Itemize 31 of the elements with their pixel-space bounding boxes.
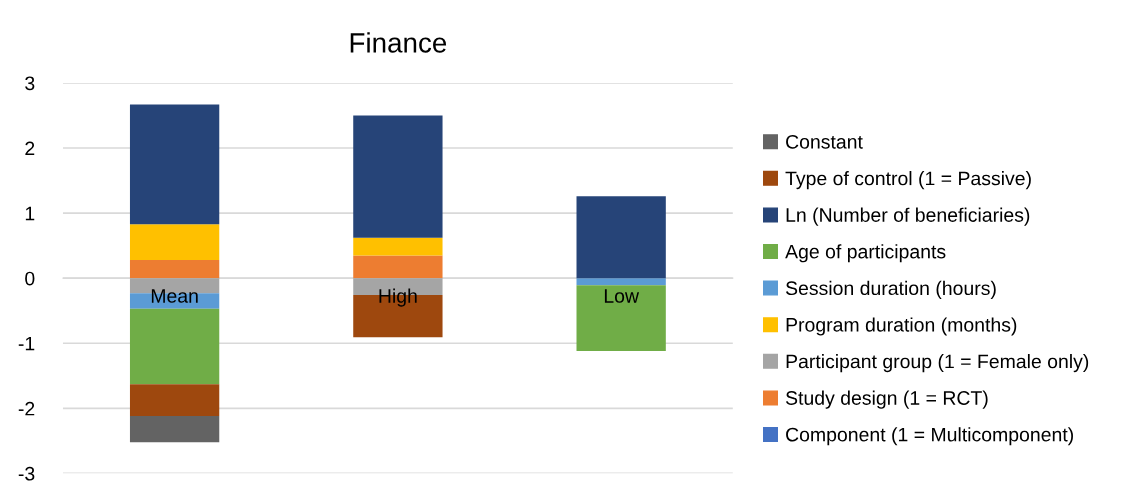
legend-label: Study design (1 = RCT)	[785, 390, 988, 409]
bar	[129, 416, 220, 443]
legend-label: Ln (Number of beneficiaries)	[786, 207, 1030, 226]
bar	[576, 196, 666, 279]
bar	[129, 308, 220, 385]
x-tick-label: Mean	[151, 289, 198, 303]
bar	[129, 104, 220, 225]
bar	[353, 237, 443, 256]
y-tick-label: -1	[18, 336, 35, 351]
bar	[129, 224, 220, 260]
bar	[576, 285, 666, 352]
bar	[353, 115, 443, 238]
legend-label: Component (1 = Multicomponent)	[786, 427, 1073, 446]
y-tick-label: 0	[25, 271, 35, 286]
bar	[129, 259, 220, 279]
bar	[353, 255, 443, 279]
y-tick-label: 3	[25, 76, 35, 91]
y-tick-label: -3	[18, 466, 35, 481]
y-tick-label: -2	[18, 401, 35, 416]
chart-title: Finance	[350, 32, 447, 53]
legend-label: Type of control (1 = Passive)	[785, 171, 1031, 190]
legend-label: Session duration (hours)	[785, 280, 996, 299]
bar	[576, 278, 666, 286]
legend-label: Constant	[786, 134, 863, 149]
bar	[129, 384, 220, 417]
legend-label: Program duration (months)	[786, 317, 1017, 336]
x-tick-label: Low	[604, 289, 640, 303]
y-tick-label: 2	[25, 141, 35, 156]
legend-label: Participant group (1 = Female only)	[786, 354, 1089, 373]
legend-label: Age of participants	[785, 244, 946, 263]
y-tick-label: 1	[25, 206, 35, 221]
